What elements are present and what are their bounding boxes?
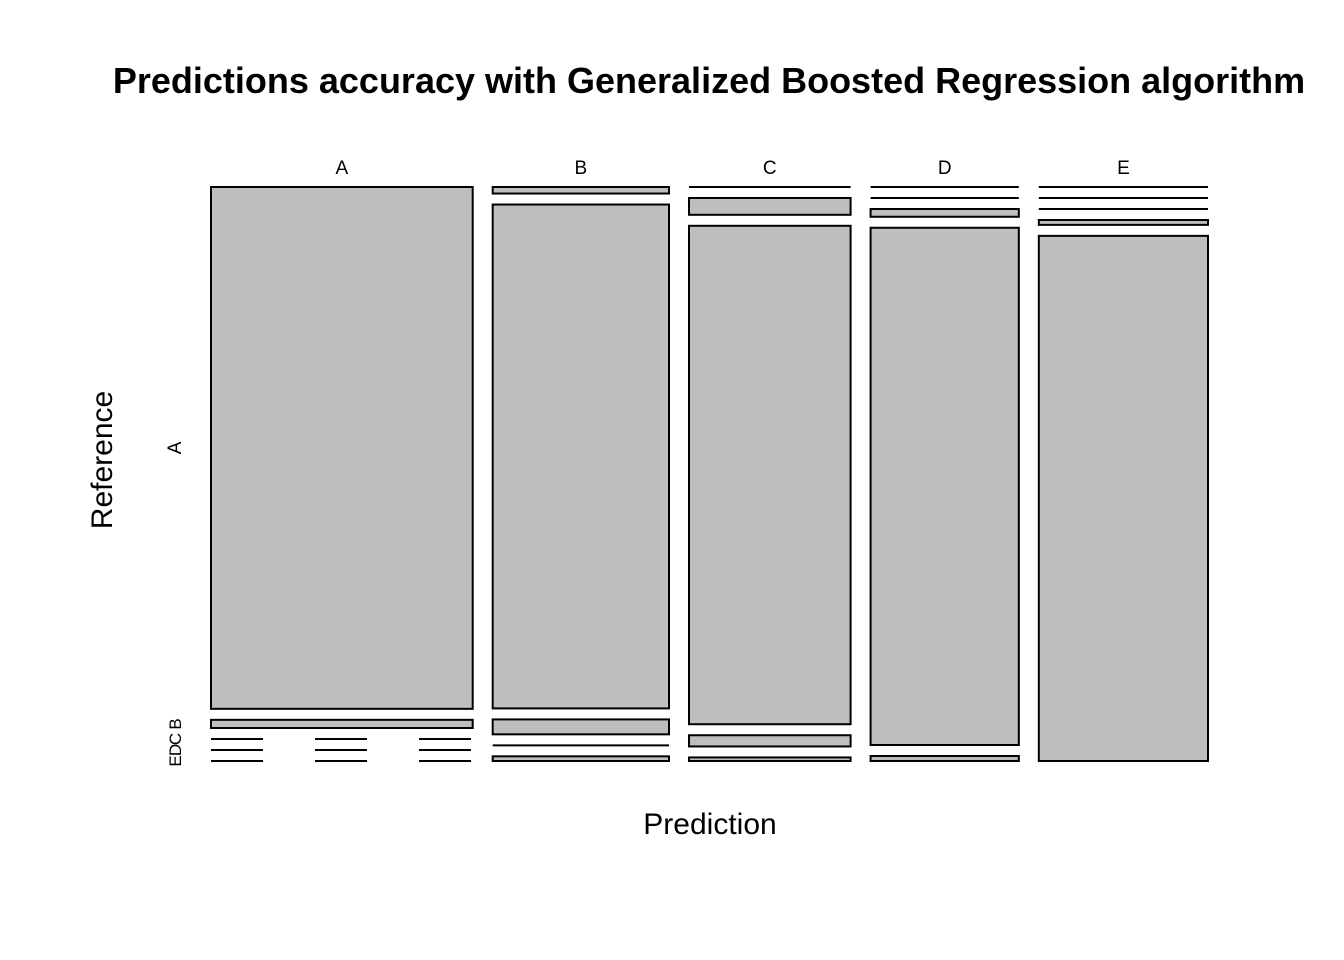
tile-pred-C-ref-B bbox=[688, 197, 852, 216]
reference-tick-C: C bbox=[166, 733, 185, 745]
tile-pred-C-ref-E bbox=[688, 756, 852, 763]
tile-pred-B-ref-C bbox=[491, 718, 671, 736]
tile-pred-D-ref-D bbox=[869, 226, 1020, 747]
reference-tick-B: B bbox=[166, 718, 185, 729]
tile-pred-A-ref-B bbox=[210, 718, 474, 730]
plot-area bbox=[210, 186, 1209, 763]
prediction-tick-B: B bbox=[575, 158, 588, 179]
tile-pred-B-ref-A bbox=[491, 186, 671, 195]
prediction-tick-D: D bbox=[938, 158, 952, 179]
prediction-tick-C: C bbox=[763, 158, 777, 179]
tile-pred-D-ref-E bbox=[869, 755, 1020, 763]
tile-pred-B-ref-E bbox=[491, 755, 671, 763]
reference-tick-A: A bbox=[165, 441, 186, 454]
prediction-tick-labels: A B C D E bbox=[335, 158, 1129, 179]
reference-tick-D: D bbox=[166, 744, 185, 756]
chart-title: Predictions accuracy with Generalized Bo… bbox=[113, 60, 1305, 101]
tile-pred-D-ref-C bbox=[869, 208, 1020, 218]
tile-pred-C-ref-D bbox=[688, 734, 852, 748]
tile-pred-E-ref-D bbox=[1037, 219, 1209, 226]
tile-pred-C-ref-C bbox=[688, 224, 852, 726]
y-axis-label: Reference bbox=[86, 391, 119, 529]
tile-pred-E-ref-E bbox=[1037, 234, 1209, 763]
x-axis-label: Prediction bbox=[643, 808, 776, 841]
tile-pred-A-ref-A bbox=[210, 186, 474, 710]
reference-tick-E: E bbox=[166, 755, 185, 766]
prediction-tick-E: E bbox=[1117, 158, 1130, 179]
tile-pred-B-ref-B bbox=[491, 203, 671, 710]
prediction-tick-A: A bbox=[335, 158, 348, 179]
